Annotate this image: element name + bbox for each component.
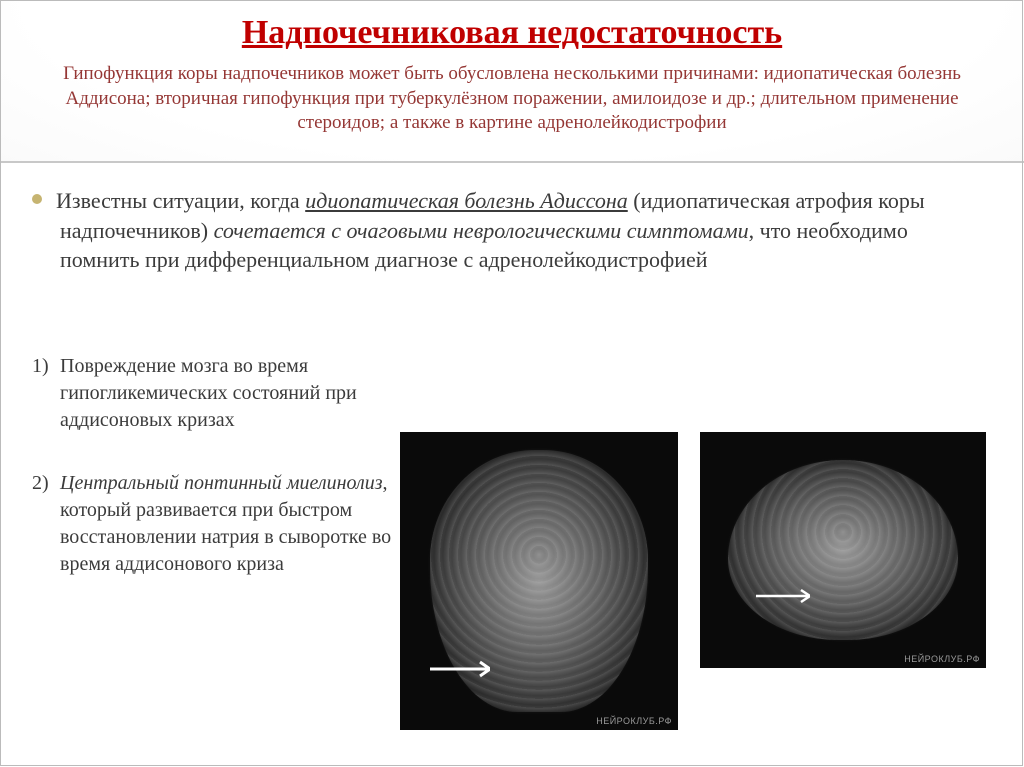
mri-image-axial: НЕЙРОКЛУБ.РФ — [700, 432, 986, 668]
item1-text: Повреждение мозга во время гипогликемиче… — [60, 353, 382, 434]
item1-number: 1) — [32, 353, 60, 434]
item2-text: Центральный понтинный миелинолиз, которы… — [60, 470, 392, 578]
numbered-item-1: 1) Повреждение мозга во время гипогликем… — [32, 353, 382, 434]
header-divider — [0, 161, 1024, 163]
item2-number: 2) — [32, 470, 60, 578]
numbered-item-2: 2) Центральный понтинный миелинолиз, кот… — [32, 470, 392, 578]
main-bullet: Известны ситуации, когда идиопатическая … — [32, 186, 992, 275]
arrow-icon — [756, 588, 810, 604]
bullet-icon — [32, 194, 42, 204]
mri-image-coronal: НЕЙРОКЛУБ.РФ — [400, 432, 678, 730]
brain-axial-texture — [728, 460, 958, 640]
watermark-text: НЕЙРОКЛУБ.РФ — [596, 716, 672, 726]
watermark-text: НЕЙРОКЛУБ.РФ — [904, 654, 980, 664]
slide-title: Надпочечниковая недостаточность — [0, 14, 1024, 52]
arrow-icon — [430, 660, 490, 678]
slide-subtitle: Гипофункция коры надпочечников может быт… — [30, 62, 994, 136]
bullet-text: Известны ситуации, когда идиопатическая … — [56, 188, 925, 272]
